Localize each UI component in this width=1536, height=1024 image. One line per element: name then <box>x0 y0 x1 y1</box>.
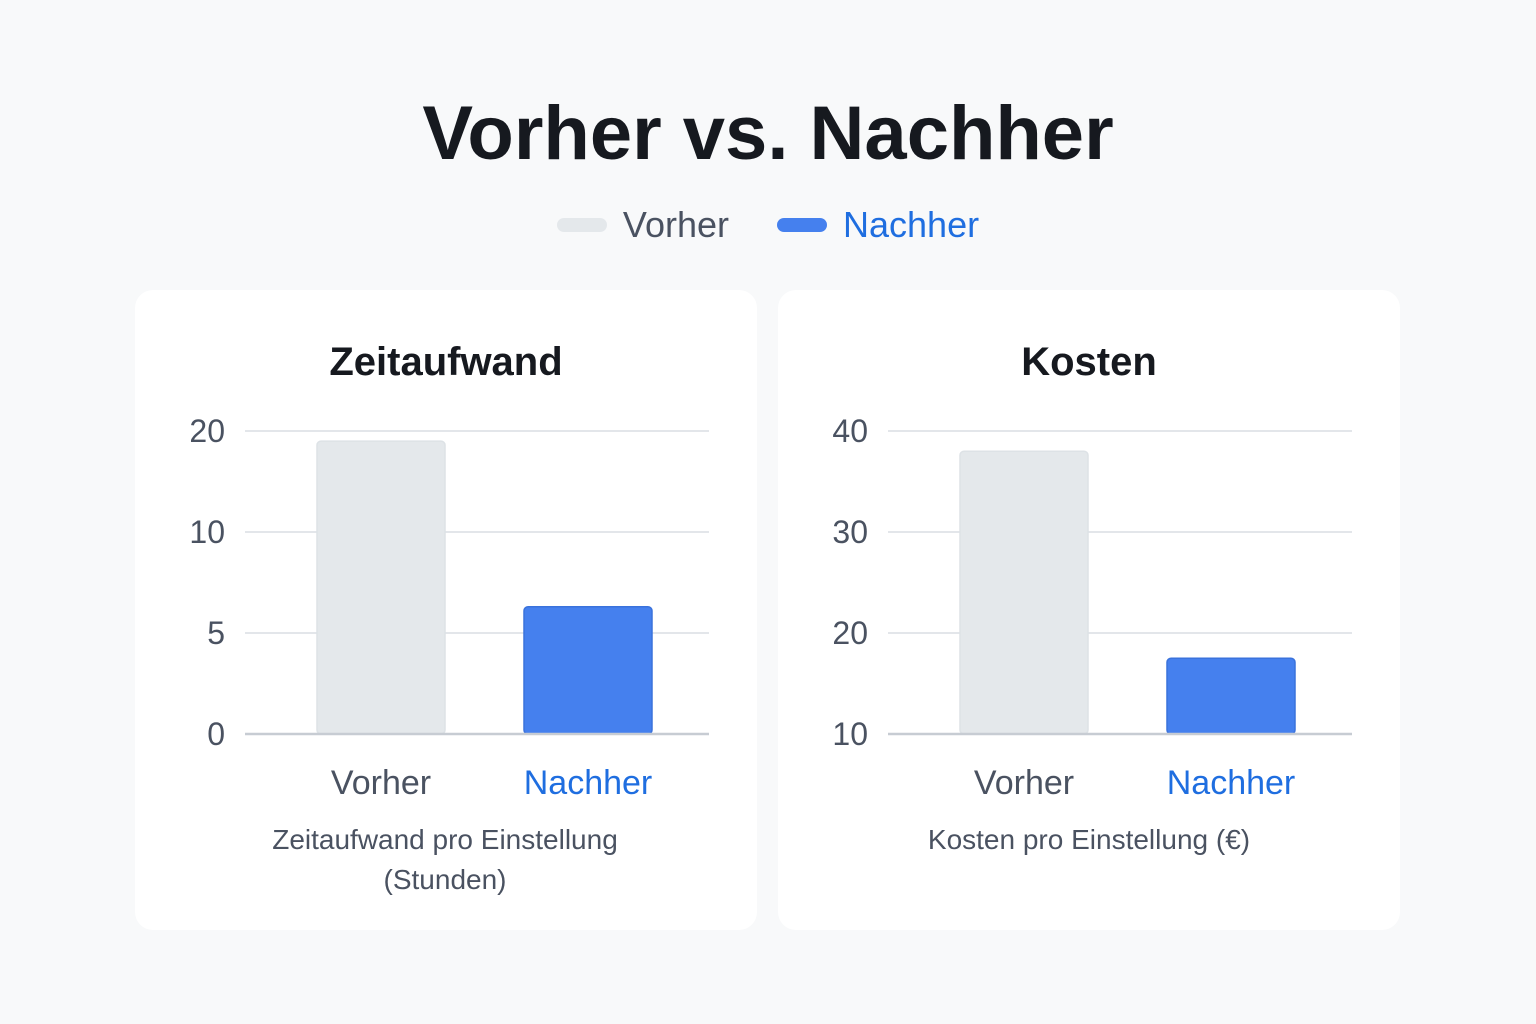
bar-nachher <box>1166 657 1296 735</box>
chart-card-zeitaufwand: Zeitaufwand 0 5 10 20 Vorher Nachher Zeitaufw… <box>135 290 757 930</box>
chart-kosten: 10 20 30 40 Vorher Nachher <box>832 413 1352 802</box>
x-category-label: Nachher <box>1167 764 1296 802</box>
y-tick-label: 5 <box>207 615 225 651</box>
y-tick-label: 40 <box>832 413 868 449</box>
y-tick-label: 20 <box>189 413 225 449</box>
bar-nachher <box>523 605 653 735</box>
chart-title: Kosten <box>1021 340 1157 384</box>
caption-line: Kosten pro Einstellung (€) <box>927 824 1251 855</box>
chart-caption: Kosten pro Einstellung (€) <box>818 820 1360 860</box>
chart-caption: Zeitaufwand pro Einstellung (Stunden) <box>195 820 695 900</box>
y-tick-label: 10 <box>189 514 225 550</box>
legend-swatch-nachher <box>777 218 827 232</box>
caption-line: (Stunden) <box>383 864 507 895</box>
chart-card-kosten: Kosten 10 20 30 40 Vorher Nachher Kosten pro … <box>778 290 1400 930</box>
x-category-label: Vorher <box>974 764 1074 802</box>
x-category-label: Nachher <box>524 764 653 802</box>
x-category-label: Vorher <box>331 764 431 802</box>
legend-swatch-vorher <box>556 218 607 232</box>
legend-label-nachher: Nachher <box>843 204 980 245</box>
y-tick-label: 30 <box>832 514 868 550</box>
chart-zeitaufwand: 0 5 10 20 Vorher Nachher <box>189 413 709 802</box>
page-title: Vorher vs. Nachher <box>422 91 1114 176</box>
legend: Vorher Nachher <box>0 200 1536 250</box>
legend-item-nachher: Nachher <box>777 204 979 246</box>
y-tick-label: 20 <box>832 615 868 651</box>
y-tick-label: 10 <box>832 716 868 752</box>
bar-vorher <box>316 440 446 735</box>
legend-label-vorher: Vorher <box>622 204 729 245</box>
bar-vorher <box>959 450 1089 735</box>
chart-title: Zeitaufwand <box>329 340 563 384</box>
caption-line: Zeitaufwand pro Einstellung <box>272 824 618 855</box>
y-tick-label: 0 <box>207 716 225 752</box>
legend-item-vorher: Vorher <box>556 204 729 246</box>
